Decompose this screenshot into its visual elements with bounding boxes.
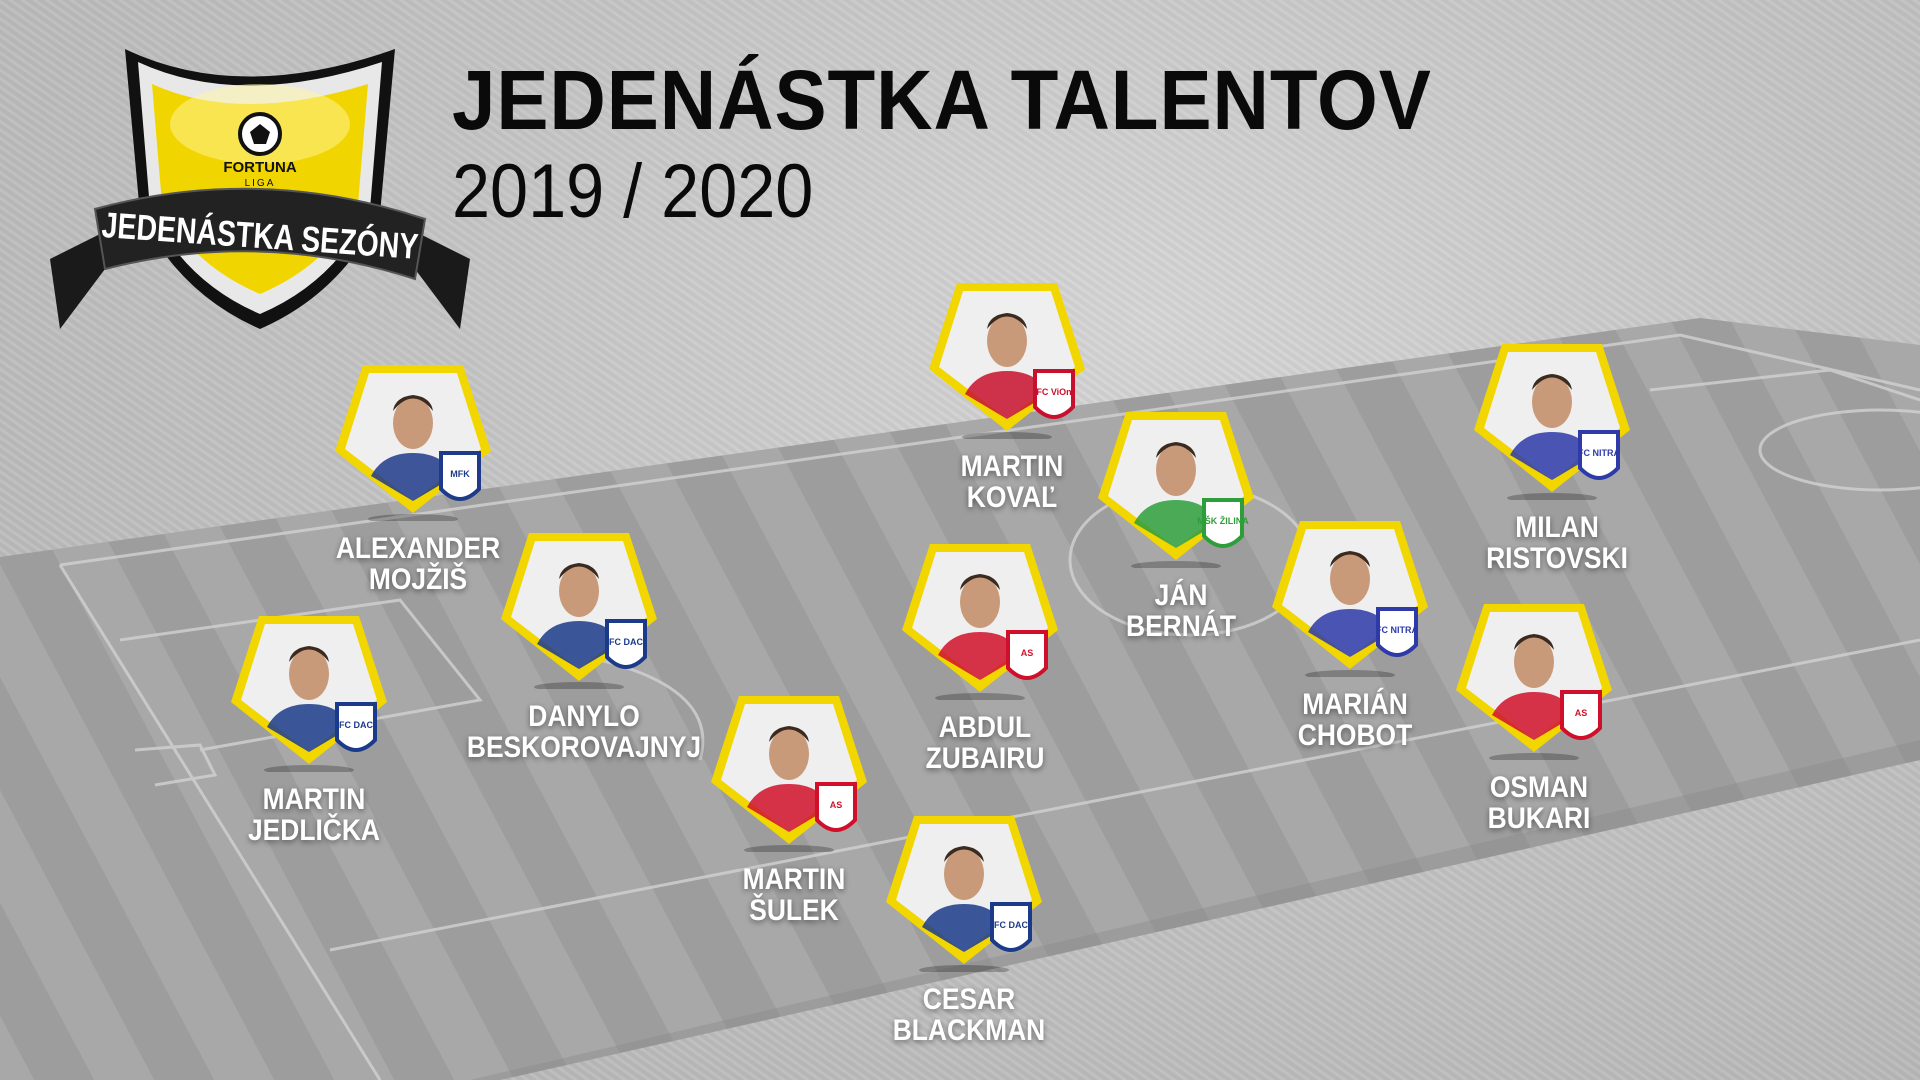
player-first-name: ALEXANDER [335,532,501,565]
player-photo-frame: AS [711,696,867,852]
player-photo [1510,374,1594,480]
club-badge-label: MŠK ŽILINA [1197,515,1249,526]
player-name: CESAR BLACKMAN [841,984,1096,1046]
player-last-name: ŠULEK [749,894,839,927]
page-title: JEDENÁSTKA TALENTOV [452,53,1432,147]
club-badge-label: FC ViOn [1036,387,1071,397]
player-photo [922,846,1006,952]
player-name: JÁN BERNÁT [1053,580,1308,642]
player-first-name: DANYLO [528,700,640,733]
player-last-name: BERNÁT [1126,610,1236,643]
club-badge-label: FC NITRA [1578,448,1620,458]
player-name: MARIÁN CHOBOT [1227,689,1482,751]
player-last-name: ZUBAIRU [925,742,1045,775]
club-badge-label: MFK [450,469,470,479]
player-name: DANYLO BESKOROVAJNYJ [456,701,711,763]
player-first-name: OSMAN [1489,771,1589,804]
player-name: MARTIN ŠULEK [666,864,921,926]
player-photo [965,313,1049,419]
player-last-name: BUKARI [1487,802,1591,835]
club-badge-icon: MFK [439,451,481,501]
club-badge-icon: AS [815,782,857,832]
club-badge-label: AS [830,800,843,810]
player-photo [371,395,455,501]
club-badge-label: FC DAC [994,920,1028,930]
player-photo-frame: FC ViOn [929,283,1085,439]
logo-league: LIGA [245,178,276,189]
player-name: MARTIN KOVAĽ [884,451,1139,513]
player-first-name: MARTIN [262,783,366,816]
player-first-name: ABDUL [938,711,1032,744]
club-badge-label: FC DAC [609,637,643,647]
player-photo-frame: MFK [335,365,491,521]
player-photo [1492,634,1576,740]
club-badge-label: AS [1575,708,1588,718]
player-last-name: KOVAĽ [966,481,1058,514]
club-badge-icon: FC ViOn [1033,369,1075,419]
player-name: ALEXANDER MOJŽIŠ [290,533,545,595]
club-badge-icon: FC NITRA [1578,430,1620,480]
player-first-name: MILAN [1515,511,1599,544]
player-name: MILAN RISTOVSKI [1429,512,1684,574]
club-badge-label: FC DAC [339,720,373,730]
player-photo [537,563,621,669]
player-first-name: MARTIN [742,863,846,896]
player-photo-frame: MŠK ŽILINA [1098,412,1254,568]
player-photo [267,646,351,752]
season-subtitle: 2019 / 2020 [452,149,814,234]
club-badge-icon: MŠK ŽILINA [1197,498,1249,548]
club-badge-label: FC NITRA [1376,625,1418,635]
club-badge-icon: AS [1560,690,1602,740]
player-photo-frame: FC NITRA [1474,344,1630,500]
player-name: MARTIN JEDLIČKA [186,784,441,846]
club-badge-icon: AS [1006,630,1048,680]
player-last-name: CHOBOT [1297,719,1413,752]
fortuna-liga-logo: FORTUNA LIGA JEDENÁSTKA SEZÓNY [50,49,470,329]
player-last-name: BESKOROVAJNYJ [466,731,702,764]
player-last-name: BLACKMAN [892,1014,1046,1047]
player-photo-frame: FC DAC [231,616,387,772]
player-photo [747,726,831,832]
player-first-name: MARTIN [960,450,1064,483]
player-first-name: CESAR [922,983,1016,1016]
player-photo-frame: FC NITRA [1272,521,1428,677]
player-last-name: JEDLIČKA [247,814,380,847]
logo-brand: FORTUNA [223,159,296,176]
player-photo-frame: FC DAC [501,533,657,689]
club-badge-icon: FC DAC [335,702,377,752]
player-name: ABDUL ZUBAIRU [857,712,1112,774]
player-photo-frame: AS [902,544,1058,700]
player-last-name: MOJŽIŠ [368,563,468,596]
player-photo-frame: AS [1456,604,1612,760]
club-badge-label: AS [1021,648,1034,658]
player-last-name: RISTOVSKI [1486,542,1628,575]
player-first-name: JÁN [1154,579,1208,612]
player-photo [1308,551,1392,657]
player-photo [938,574,1022,680]
player-first-name: MARIÁN [1302,688,1408,721]
club-badge-icon: FC DAC [605,619,647,669]
player-name: OSMAN BUKARI [1411,772,1666,834]
player-photo [1134,442,1218,548]
player-photo-frame: FC DAC [886,816,1042,972]
club-badge-icon: FC NITRA [1376,607,1418,657]
club-badge-icon: FC DAC [990,902,1032,952]
